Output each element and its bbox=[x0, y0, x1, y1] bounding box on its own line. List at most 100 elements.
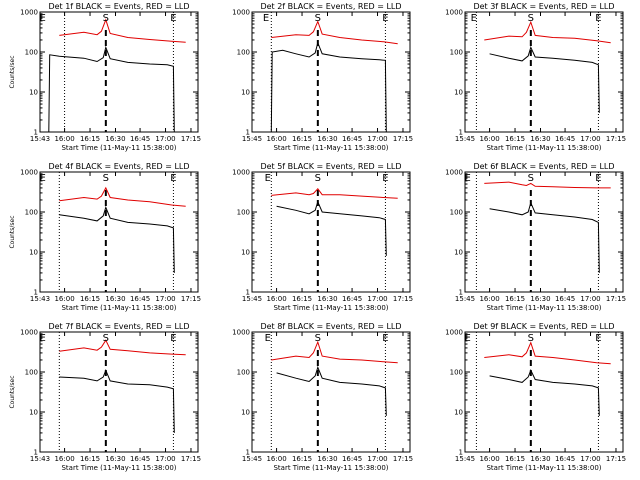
x-axis-label: Start Time (11-May-11 15:38:00) bbox=[61, 464, 176, 472]
x-tick-label: 17:15 bbox=[181, 295, 201, 303]
marker-s: S bbox=[528, 173, 534, 184]
series-lld-red bbox=[271, 188, 398, 199]
x-tick-label: 16:15 bbox=[505, 135, 525, 143]
x-tick-label: 17:00 bbox=[155, 135, 175, 143]
marker-s: S bbox=[315, 333, 321, 344]
y-tick-label: 100 bbox=[237, 49, 250, 57]
marker-e: E bbox=[39, 173, 45, 184]
x-axis-label: Start Time (11-May-11 15:38:00) bbox=[273, 304, 388, 312]
plot-frame bbox=[39, 171, 199, 293]
series-events-black bbox=[489, 201, 600, 273]
x-tick-label: 17:15 bbox=[606, 135, 626, 143]
y-tick-label: 1 bbox=[246, 129, 250, 137]
x-tick-label: 16:45 bbox=[342, 455, 362, 463]
x-axis-label: Start Time (11-May-11 15:38:00) bbox=[61, 304, 176, 312]
panel-title: Det 8f BLACK = Events, RED = LLD bbox=[260, 322, 401, 331]
panel-title: Det 3f BLACK = Events, RED = LLD bbox=[473, 2, 614, 11]
series-lld-red bbox=[484, 20, 611, 44]
panel-4: Det 4f BLACK = Events, RED = LLD 1 10 100 10… bbox=[9, 162, 201, 312]
x-tick-label: 15:45 bbox=[455, 135, 475, 143]
x-tick-label: 17:15 bbox=[606, 455, 626, 463]
y-tick-label: 1000 bbox=[20, 9, 38, 17]
series-events-black bbox=[489, 45, 600, 113]
y-tick-label: 10 bbox=[241, 409, 250, 417]
panel-1: Det 1f BLACK = Events, RED = LLD 1 10 100 10… bbox=[9, 2, 201, 152]
plot-frame bbox=[39, 331, 199, 453]
x-tick-label: 16:30 bbox=[530, 455, 550, 463]
x-tick-label: 17:00 bbox=[155, 455, 175, 463]
y-tick-label: 10 bbox=[454, 249, 463, 257]
y-tick-label: 100 bbox=[25, 49, 38, 57]
y-tick-label: 100 bbox=[450, 209, 463, 217]
x-tick-label: 17:15 bbox=[393, 455, 413, 463]
x-tick-label: 16:30 bbox=[530, 295, 550, 303]
x-tick-label: 16:45 bbox=[555, 455, 575, 463]
series-lld-red bbox=[271, 20, 398, 45]
marker-s: S bbox=[103, 173, 109, 184]
panel-2: Det 2f BLACK = Events, RED = LLD 1 10 100 10… bbox=[232, 2, 413, 152]
panel-title: Det 6f BLACK = Events, RED = LLD bbox=[473, 162, 614, 171]
x-tick-label: 16:15 bbox=[505, 455, 525, 463]
y-tick-label: 100 bbox=[25, 369, 38, 377]
x-axis-label: Start Time (11-May-11 15:38:00) bbox=[273, 144, 388, 152]
marker-e: E bbox=[382, 333, 388, 344]
plot-frame bbox=[251, 331, 411, 453]
panel-5: Det 5f BLACK = Events, RED = LLD 1 10 100 10… bbox=[232, 162, 413, 312]
y-tick-label: 1 bbox=[459, 449, 463, 457]
panel-6: Det 6f BLACK = Events, RED = LLD 1 10 100 10… bbox=[445, 162, 626, 312]
y-tick-label: 1000 bbox=[445, 9, 463, 17]
x-tick-label: 16:45 bbox=[555, 135, 575, 143]
marker-e: E bbox=[595, 333, 601, 344]
x-tick-label: 15:45 bbox=[455, 295, 475, 303]
x-tick-label: 16:00 bbox=[479, 135, 499, 143]
x-tick-label: 16:15 bbox=[80, 295, 100, 303]
x-tick-label: 16:30 bbox=[105, 135, 125, 143]
x-tick-label: 15:45 bbox=[455, 455, 475, 463]
y-tick-label: 100 bbox=[237, 369, 250, 377]
panel-7: Det 7f BLACK = Events, RED = LLD 1 10 100 10… bbox=[9, 322, 201, 472]
y-tick-label: 1000 bbox=[232, 169, 250, 177]
marker-e: E bbox=[39, 13, 45, 24]
x-axis-label: Start Time (11-May-11 15:38:00) bbox=[486, 464, 601, 472]
x-tick-label: 17:15 bbox=[393, 295, 413, 303]
series-events-black bbox=[276, 365, 387, 416]
x-tick-label: 16:15 bbox=[292, 135, 312, 143]
x-tick-label: 16:45 bbox=[130, 135, 150, 143]
panel-title: Det 5f BLACK = Events, RED = LLD bbox=[260, 162, 401, 171]
x-tick-label: 17:00 bbox=[367, 455, 387, 463]
x-tick-label: 16:15 bbox=[292, 455, 312, 463]
marker-s: S bbox=[103, 333, 109, 344]
x-tick-label: 16:30 bbox=[317, 135, 337, 143]
x-tick-label: 17:00 bbox=[155, 295, 175, 303]
y-tick-label: 1 bbox=[34, 129, 38, 137]
x-axis-label: Start Time (11-May-11 15:38:00) bbox=[273, 464, 388, 472]
series-events-black bbox=[59, 205, 175, 273]
x-tick-label: 16:45 bbox=[130, 455, 150, 463]
y-tick-label: 1000 bbox=[445, 169, 463, 177]
marker-e: E bbox=[464, 333, 470, 344]
y-tick-label: 100 bbox=[237, 209, 250, 217]
y-tick-label: 10 bbox=[29, 89, 38, 97]
x-tick-label: 17:00 bbox=[367, 135, 387, 143]
panel-title: Det 2f BLACK = Events, RED = LLD bbox=[260, 2, 401, 11]
marker-e: E bbox=[263, 13, 269, 24]
y-tick-label: 1000 bbox=[232, 329, 250, 337]
marker-e: E bbox=[464, 173, 470, 184]
y-axis-label: Counts/sec bbox=[9, 55, 16, 88]
marker-e: E bbox=[595, 173, 601, 184]
panel-title: Det 1f BLACK = Events, RED = LLD bbox=[48, 2, 189, 11]
marker-s: S bbox=[103, 13, 109, 24]
marker-e: E bbox=[170, 13, 176, 24]
x-tick-label: 16:15 bbox=[292, 295, 312, 303]
y-tick-label: 1 bbox=[459, 129, 463, 137]
x-tick-label: 17:00 bbox=[580, 455, 600, 463]
y-tick-label: 10 bbox=[29, 249, 38, 257]
y-tick-label: 10 bbox=[241, 249, 250, 257]
y-tick-label: 1000 bbox=[445, 329, 463, 337]
series-lld-red bbox=[59, 186, 186, 207]
marker-e: E bbox=[265, 173, 271, 184]
y-tick-label: 1 bbox=[246, 449, 250, 457]
x-tick-label: 15:43 bbox=[30, 455, 50, 463]
plot-frame bbox=[464, 171, 624, 293]
